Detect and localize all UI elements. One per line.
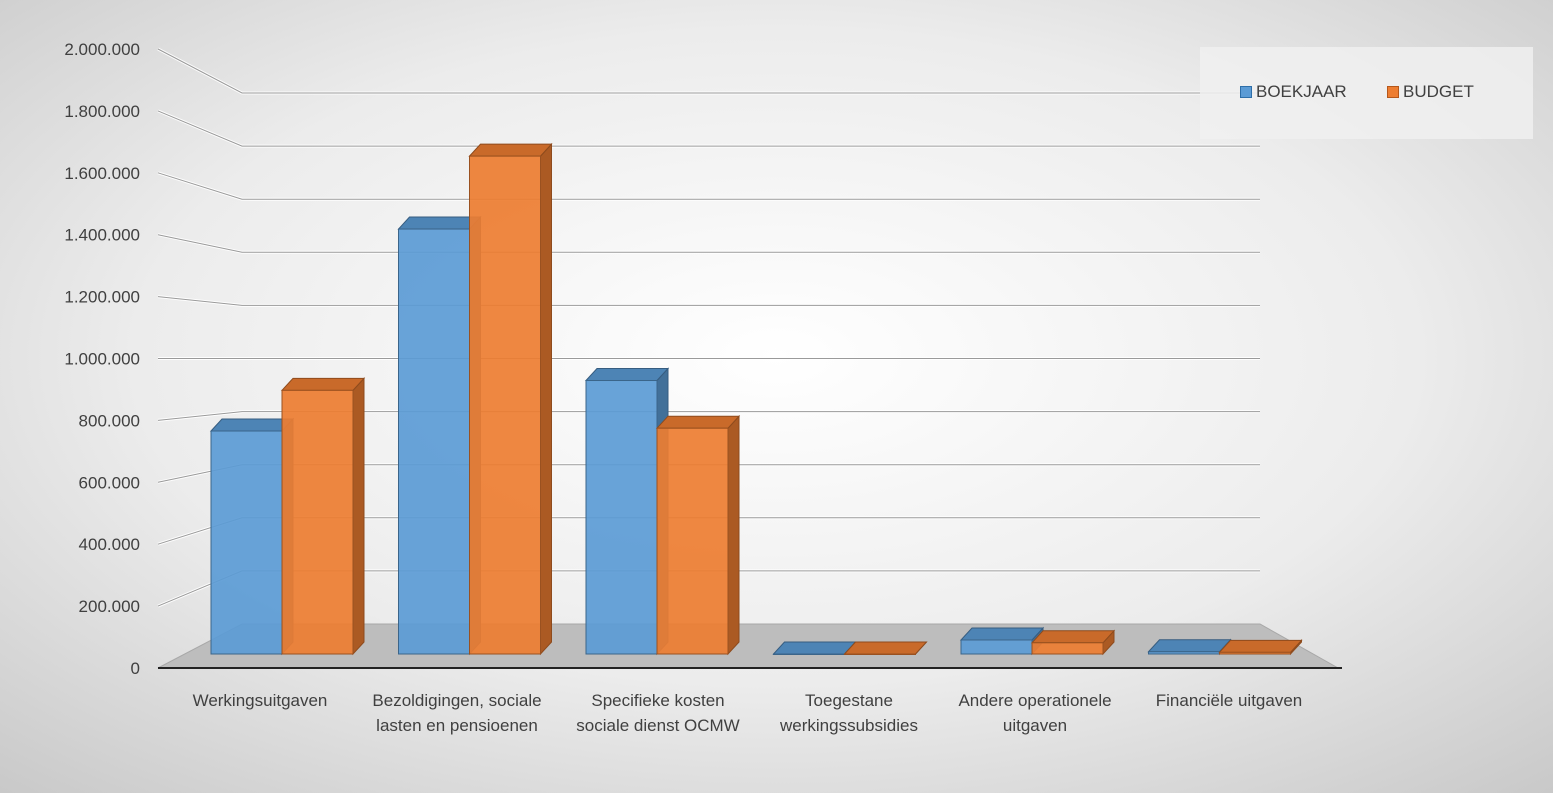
bar-top [209,418,295,432]
y-tick-label: 200.000 [79,597,140,616]
bar-front [1148,651,1220,655]
bar-side [540,142,552,656]
bar [843,641,928,655]
bar-front [844,653,916,655]
y-tick-label: 1.400.000 [64,226,140,245]
bar-top [280,377,366,391]
bar-front [398,228,470,655]
bar [397,215,482,656]
bar [280,377,366,656]
bar [655,414,741,656]
bar-front [281,389,354,655]
legend-swatch-boekjaar [1240,86,1252,98]
bar-top [584,368,670,382]
y-tick-label: 1.200.000 [64,288,140,307]
category-label: Andere operationele uitgaven [958,691,1112,735]
category-label: Specifieke kosten sociale dienst OCMW [576,691,740,735]
gridline [157,411,1260,421]
bars [209,142,1303,656]
bar-top [1030,630,1116,644]
bar-top [397,216,482,230]
bar-front [1219,651,1291,655]
gridline [157,172,1260,200]
y-tick-label: 400.000 [79,535,140,554]
bar-front [469,155,541,655]
legend-swatch-budget [1387,86,1399,98]
bar-top [1147,639,1232,653]
bar-top [655,415,741,429]
category-label: Werkingsuitgaven [192,691,328,710]
bar [959,626,1045,656]
bar-top [959,627,1045,641]
bar [468,142,553,656]
gridline [157,48,1260,94]
bar [1218,639,1303,656]
legend: BOEKJAAR BUDGET [1200,47,1533,139]
bar-top [468,143,553,157]
bar [1030,629,1116,656]
bar-front [210,430,283,655]
y-tick-label: 2.000.000 [64,40,140,59]
bar-front [656,427,729,655]
category-label: Bezoldigingen, sociale lasten en pensioe… [372,691,542,735]
gridline [157,296,1260,306]
y-tick-label: 1.000.000 [64,350,140,369]
bar-front [960,639,1033,655]
bar-front [1031,642,1104,655]
bar-top [1218,639,1303,653]
legend-label-budget: BUDGET [1403,82,1474,101]
bar-side [727,414,740,656]
bar [1147,638,1232,656]
bar-top [843,641,928,655]
y-tick-label: 1.800.000 [64,102,140,121]
bar [209,417,295,656]
bar [584,367,670,656]
y-tick-label: 600.000 [79,473,140,492]
legend-item-budget: BUDGET [1387,82,1474,102]
gridline [157,234,1260,253]
y-axis-ticks: 0 200.000 400.000 600.000 800.000 1.000.000 1.… [64,40,140,678]
bar-side [352,377,365,656]
category-label: Toegestane werkingssubsidies [780,691,918,735]
bar-front [773,653,845,655]
bar-front [585,380,658,655]
bar [772,641,857,655]
y-tick-label: 0 [131,659,140,678]
legend-label-boekjaar: BOEKJAAR [1256,82,1347,101]
gridline [157,110,1260,147]
category-label: Financiële uitgaven [1155,691,1303,710]
y-tick-label: 800.000 [79,411,140,430]
bar-top [772,641,857,655]
y-tick-label: 1.600.000 [64,164,140,183]
legend-item-boekjaar: BOEKJAAR [1240,82,1347,102]
